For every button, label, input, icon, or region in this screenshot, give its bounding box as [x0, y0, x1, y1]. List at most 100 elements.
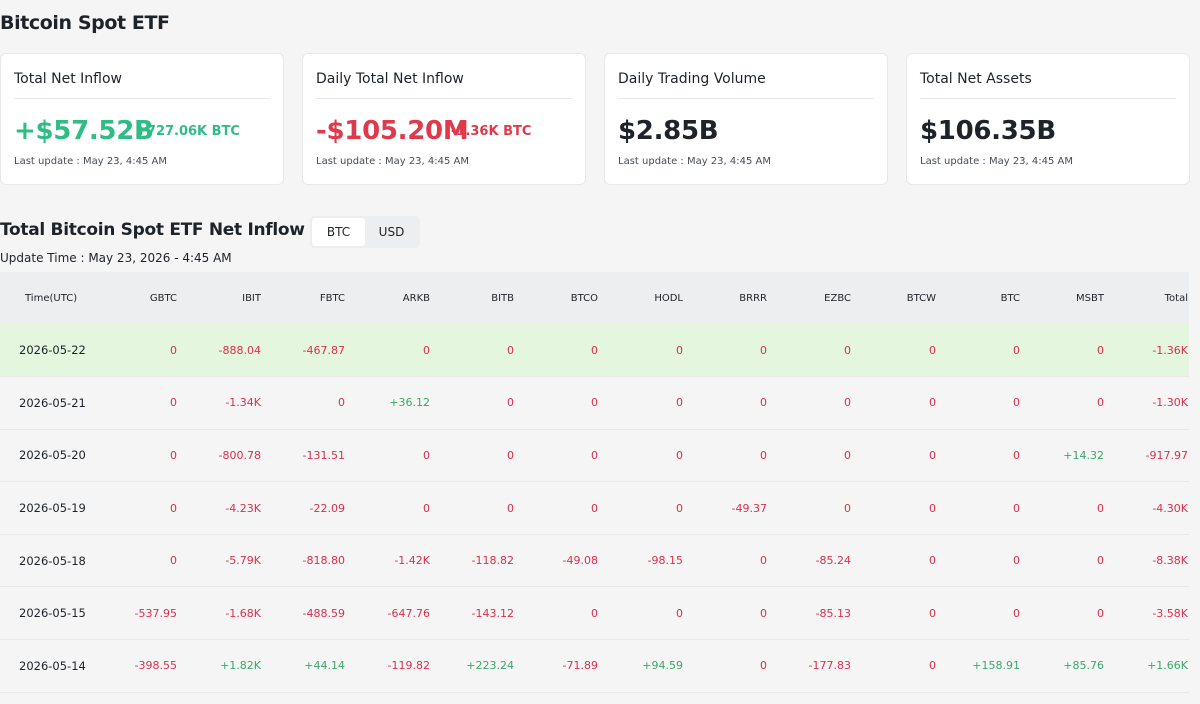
value-cell: 0	[170, 396, 177, 410]
table-row: 2026-05-19 0 -4.23K -22.09 0 0 0 0 -49.37 0 0 0 0 -4.…	[0, 481, 1189, 535]
value-cell: 0	[1097, 343, 1104, 357]
date-cell: 2026-05-20	[19, 448, 86, 463]
column-header: GBTC	[149, 292, 177, 304]
value-cell: +14.32	[1063, 448, 1104, 462]
value-cell: 0	[1097, 606, 1104, 620]
value-cell: +44.14	[304, 659, 345, 673]
card-sub-value: +727.06K BTC	[136, 124, 240, 139]
value-cell: 0	[1013, 396, 1020, 410]
column-header: MSBT	[1076, 292, 1104, 304]
value-cell: 0	[170, 501, 177, 515]
value-cell: 0	[760, 448, 767, 462]
value-cell: 0	[170, 448, 177, 462]
value-cell: 0	[423, 501, 430, 515]
currency-toggle: BTC USD	[310, 216, 420, 248]
column-header: BTCO	[570, 292, 598, 304]
value-cell: 0	[676, 343, 683, 357]
table-row: 2026-05-18 0 -5.79K -818.80 -1.42K -118.82 -49…	[0, 534, 1189, 587]
value-cell: -49.37	[731, 501, 767, 515]
value-cell: -1.68K	[225, 606, 261, 620]
value-cell: 0	[929, 448, 936, 462]
value-cell: 0	[760, 343, 767, 357]
value-cell: -143.12	[471, 606, 514, 620]
value-cell: -22.09	[309, 501, 345, 515]
card-main-value: -$105.20M	[316, 116, 469, 146]
value-cell: 0	[423, 448, 430, 462]
value-cell: 0	[507, 501, 514, 515]
toggle-usd[interactable]: USD	[378, 225, 405, 239]
table-header-row: Time(UTC) GBTC IBIT FBTC ARKB BITB BTCO HODL BRR…	[0, 272, 1189, 324]
value-cell: 0	[1013, 343, 1020, 357]
date-cell: 2026-05-18	[19, 553, 86, 568]
value-cell: -71.89	[562, 659, 598, 673]
value-cell: -1.30K	[1152, 396, 1188, 410]
card-last-update: Last update : May 23, 4:45 AM	[316, 156, 470, 167]
value-cell: 0	[507, 343, 514, 357]
value-cell: 0	[929, 396, 936, 410]
value-cell: 0	[1097, 554, 1104, 568]
value-cell: -4.30K	[1152, 501, 1188, 515]
value-cell: -5.79K	[225, 554, 261, 568]
column-header: BITB	[491, 292, 514, 304]
value-cell: 0	[929, 606, 936, 620]
value-cell: -398.55	[134, 659, 177, 673]
card-main-value: $106.35B	[920, 116, 1056, 146]
value-cell: -119.82	[387, 659, 430, 673]
value-cell: 0	[676, 606, 683, 620]
summary-cards: Total Net Inflow +$57.52B +727.06K BTC L…	[0, 53, 1190, 185]
date-cell: 2026-05-14	[19, 658, 86, 673]
card-label: Total Net Inflow	[14, 71, 123, 87]
value-cell: 0	[170, 554, 177, 568]
value-cell: 0	[507, 396, 514, 410]
value-cell: 0	[591, 448, 598, 462]
card-sub-value: -1.36K BTC	[451, 124, 532, 139]
value-cell: 0	[929, 501, 936, 515]
card-label: Daily Total Net Inflow	[316, 71, 464, 87]
card-total-net-inflow: Total Net Inflow +$57.52B +727.06K BTC L…	[0, 53, 284, 185]
value-cell: -118.82	[471, 554, 514, 568]
net-inflow-table: Time(UTC) GBTC IBIT FBTC ARKB BITB BTCO HODL BRR…	[0, 272, 1189, 704]
card-divider	[920, 98, 1176, 99]
value-cell: 0	[844, 448, 851, 462]
table-row: 2026-05-20 0 -800.78 -131.51 0 0 0 0 0 0 0 0 +14.32 -…	[0, 429, 1189, 482]
column-header: BTC	[1000, 292, 1020, 304]
value-cell: 0	[170, 343, 177, 357]
value-cell: 0	[591, 606, 598, 620]
value-cell: 0	[676, 396, 683, 410]
date-cell: 2026-05-15	[19, 606, 86, 621]
column-header: IBIT	[242, 292, 261, 304]
value-cell: 0	[760, 659, 767, 673]
value-cell: 0	[760, 606, 767, 620]
value-cell: -1.34K	[225, 396, 261, 410]
value-cell: -85.24	[815, 554, 851, 568]
card-main-value: +$57.52B	[14, 116, 154, 146]
value-cell: 0	[1097, 396, 1104, 410]
date-cell: 2026-05-19	[19, 501, 86, 516]
card-divider	[316, 98, 572, 99]
column-header: FBTC	[319, 292, 345, 304]
value-cell: -3.58K	[1152, 606, 1188, 620]
column-header: Total	[1164, 292, 1188, 304]
value-cell: +85.76	[1063, 659, 1104, 673]
table-row: 2026-05-15 -537.95 -1.68K -488.59 -647.76 -14…	[0, 586, 1189, 640]
value-cell: 0	[1013, 448, 1020, 462]
table-row: 2026-05-22 0 -888.04 -467.87 0 0 0 0 0 0 0 0 0 -1.36K	[0, 324, 1189, 377]
column-header: EZBC	[824, 292, 851, 304]
value-cell: 0	[929, 554, 936, 568]
card-main-value: $2.85B	[618, 116, 719, 146]
update-time: Update Time : May 23, 2026 - 4:45 AM	[0, 251, 232, 265]
value-cell: 0	[591, 501, 598, 515]
value-cell: -1.42K	[394, 554, 430, 568]
value-cell: +223.24	[466, 659, 514, 673]
table-row: 2026-05-21 0 -1.34K 0 +36.12 0 0 0 0 0 0 0 0 -1.30K	[0, 376, 1189, 430]
value-cell: +1.82K	[220, 659, 261, 673]
value-cell: -1.36K	[1152, 343, 1188, 357]
column-header: Time(UTC)	[25, 292, 78, 304]
value-cell: 0	[760, 554, 767, 568]
date-cell: 2026-05-22	[19, 343, 86, 358]
value-cell: -917.97	[1145, 448, 1188, 462]
value-cell: 0	[591, 343, 598, 357]
value-cell: 0	[760, 396, 767, 410]
value-cell: +94.59	[642, 659, 683, 673]
toggle-btc[interactable]: BTC	[312, 218, 365, 246]
